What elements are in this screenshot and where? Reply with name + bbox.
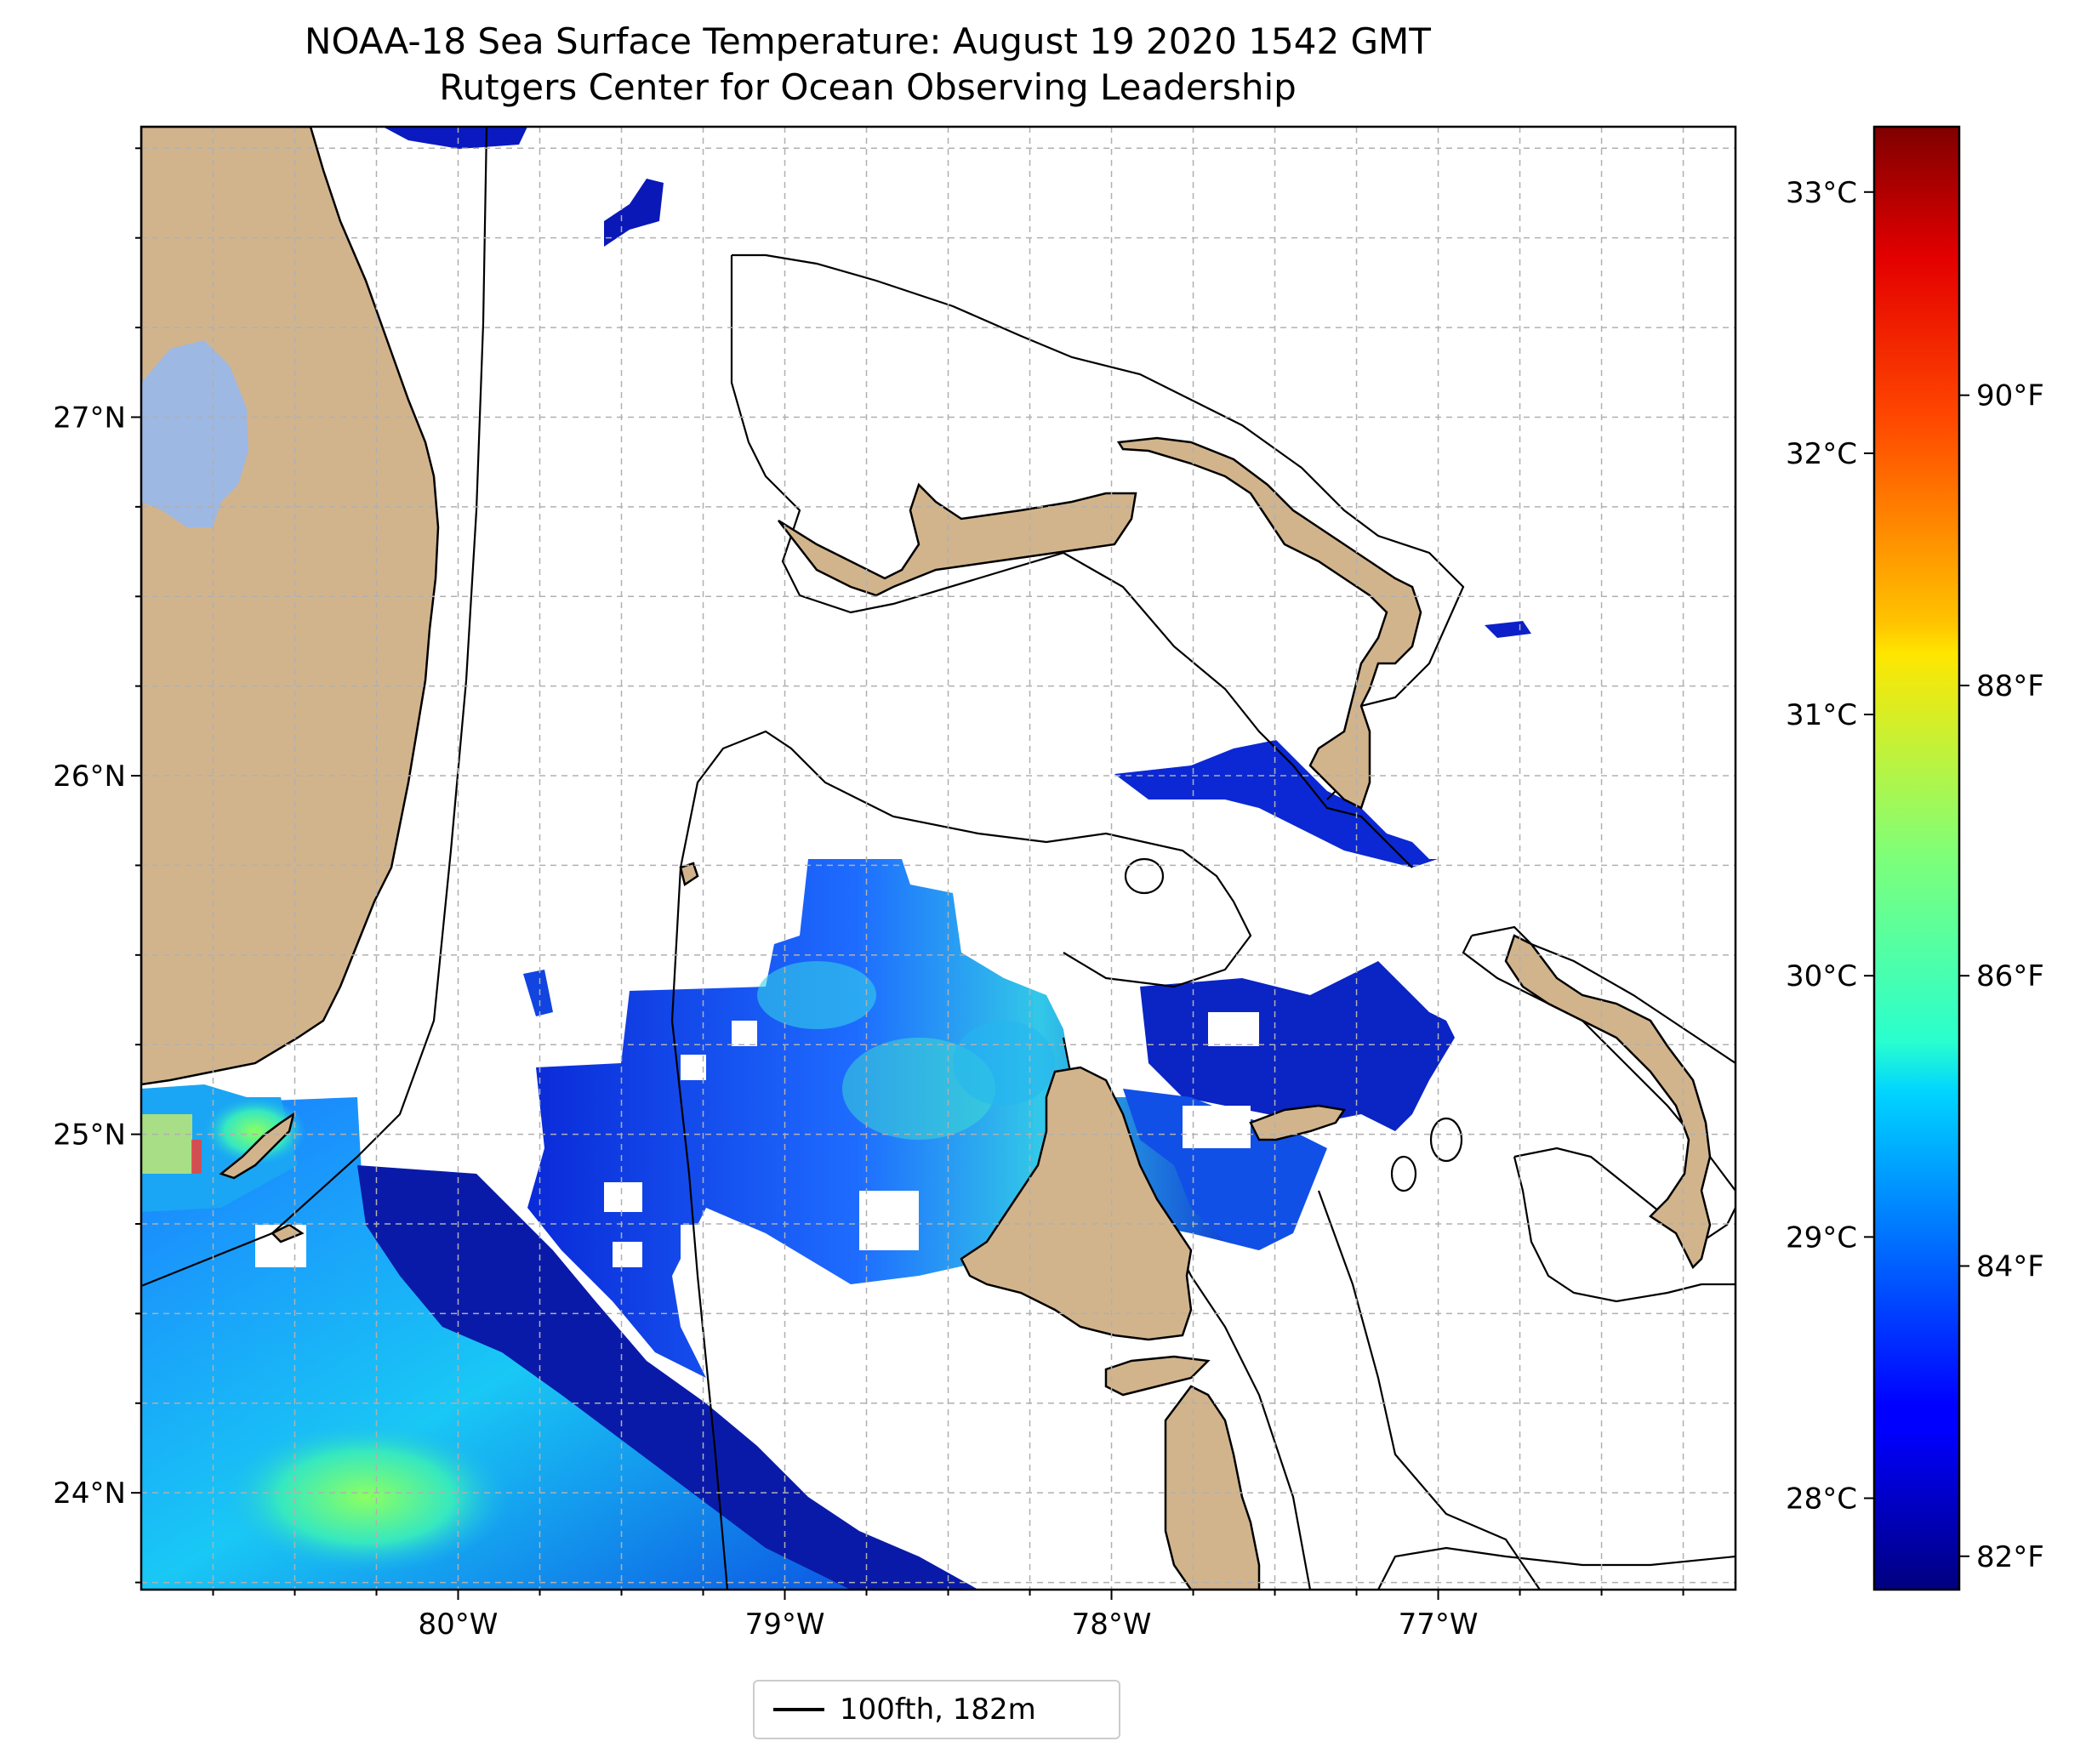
lat-tick-label: 25°N: [53, 1118, 126, 1152]
sst-patch-small-w: [523, 970, 553, 1016]
lon-tick-label: 80°W: [419, 1608, 499, 1642]
colorbar-gradient: [1872, 125, 1961, 1591]
cb-fahrenheit-label: 88°F: [1976, 669, 2044, 703]
chart-title: NOAA-18 Sea Surface Temperature: August …: [305, 20, 1431, 62]
chart-subtitle: Rutgers Center for Ocean Observing Leade…: [439, 66, 1297, 108]
cb-fahrenheit-label: 82°F: [1976, 1540, 2044, 1574]
land-andros: [960, 1066, 1193, 1341]
land-bimini: [679, 862, 699, 887]
sst-patch-north-small: [604, 179, 664, 247]
cb-celsius-label: 29°C: [1786, 1221, 1857, 1255]
land-layer: [141, 127, 1712, 1590]
lake-okeechobee: [141, 340, 248, 527]
map-frame: [140, 125, 1737, 1591]
sst-data-layer: [141, 127, 1531, 1590]
map-axes: 27°N 26°N 25°N 24°N 80°W 79°W 78°W 77°W: [53, 147, 1684, 1642]
cb-celsius-label: 33°C: [1786, 176, 1857, 210]
land-exuma: [1164, 1385, 1261, 1590]
cb-celsius-label: 31°C: [1786, 698, 1857, 732]
cb-fahrenheit-label: 86°F: [1976, 959, 2044, 993]
lat-tick-label: 27°N: [53, 401, 126, 435]
sst-patch-straits: [357, 1165, 978, 1590]
lon-tick-label: 77°W: [1399, 1608, 1479, 1642]
cb-celsius-label: 32°C: [1786, 437, 1857, 471]
colorbar: 28°C 29°C 30°C 31°C 32°C 33°C 82°F 84°F 86°F 88°F…: [1786, 125, 2044, 1591]
land-grand-bahama: [778, 482, 1137, 597]
legend: 100fth, 182m: [753, 1680, 1120, 1739]
legend-line-swatch: [773, 1708, 824, 1711]
cb-fahrenheit-label: 84°F: [1976, 1249, 2044, 1283]
land-berry: [1249, 1104, 1347, 1141]
land-eleuthera: [1504, 934, 1712, 1270]
cb-fahrenheit-label: 90°F: [1976, 379, 2044, 413]
land-keys-south: [270, 1223, 305, 1243]
sst-patch-north: [383, 127, 527, 149]
land-keys: [219, 1112, 295, 1180]
land-abaco: [1116, 436, 1422, 810]
sst-patch-east: [1140, 961, 1455, 1131]
cb-celsius-label: 30°C: [1786, 959, 1857, 993]
lon-tick-label: 79°W: [745, 1608, 825, 1642]
legend-label: 100fth, 182m: [840, 1693, 1036, 1727]
lat-tick-label: 26°N: [53, 760, 126, 794]
cb-celsius-label: 28°C: [1786, 1482, 1857, 1516]
lon-tick-label: 78°W: [1072, 1608, 1152, 1642]
gridlines: [141, 127, 1735, 1590]
lat-tick-label: 24°N: [53, 1477, 126, 1511]
map-area: [141, 127, 1735, 1590]
